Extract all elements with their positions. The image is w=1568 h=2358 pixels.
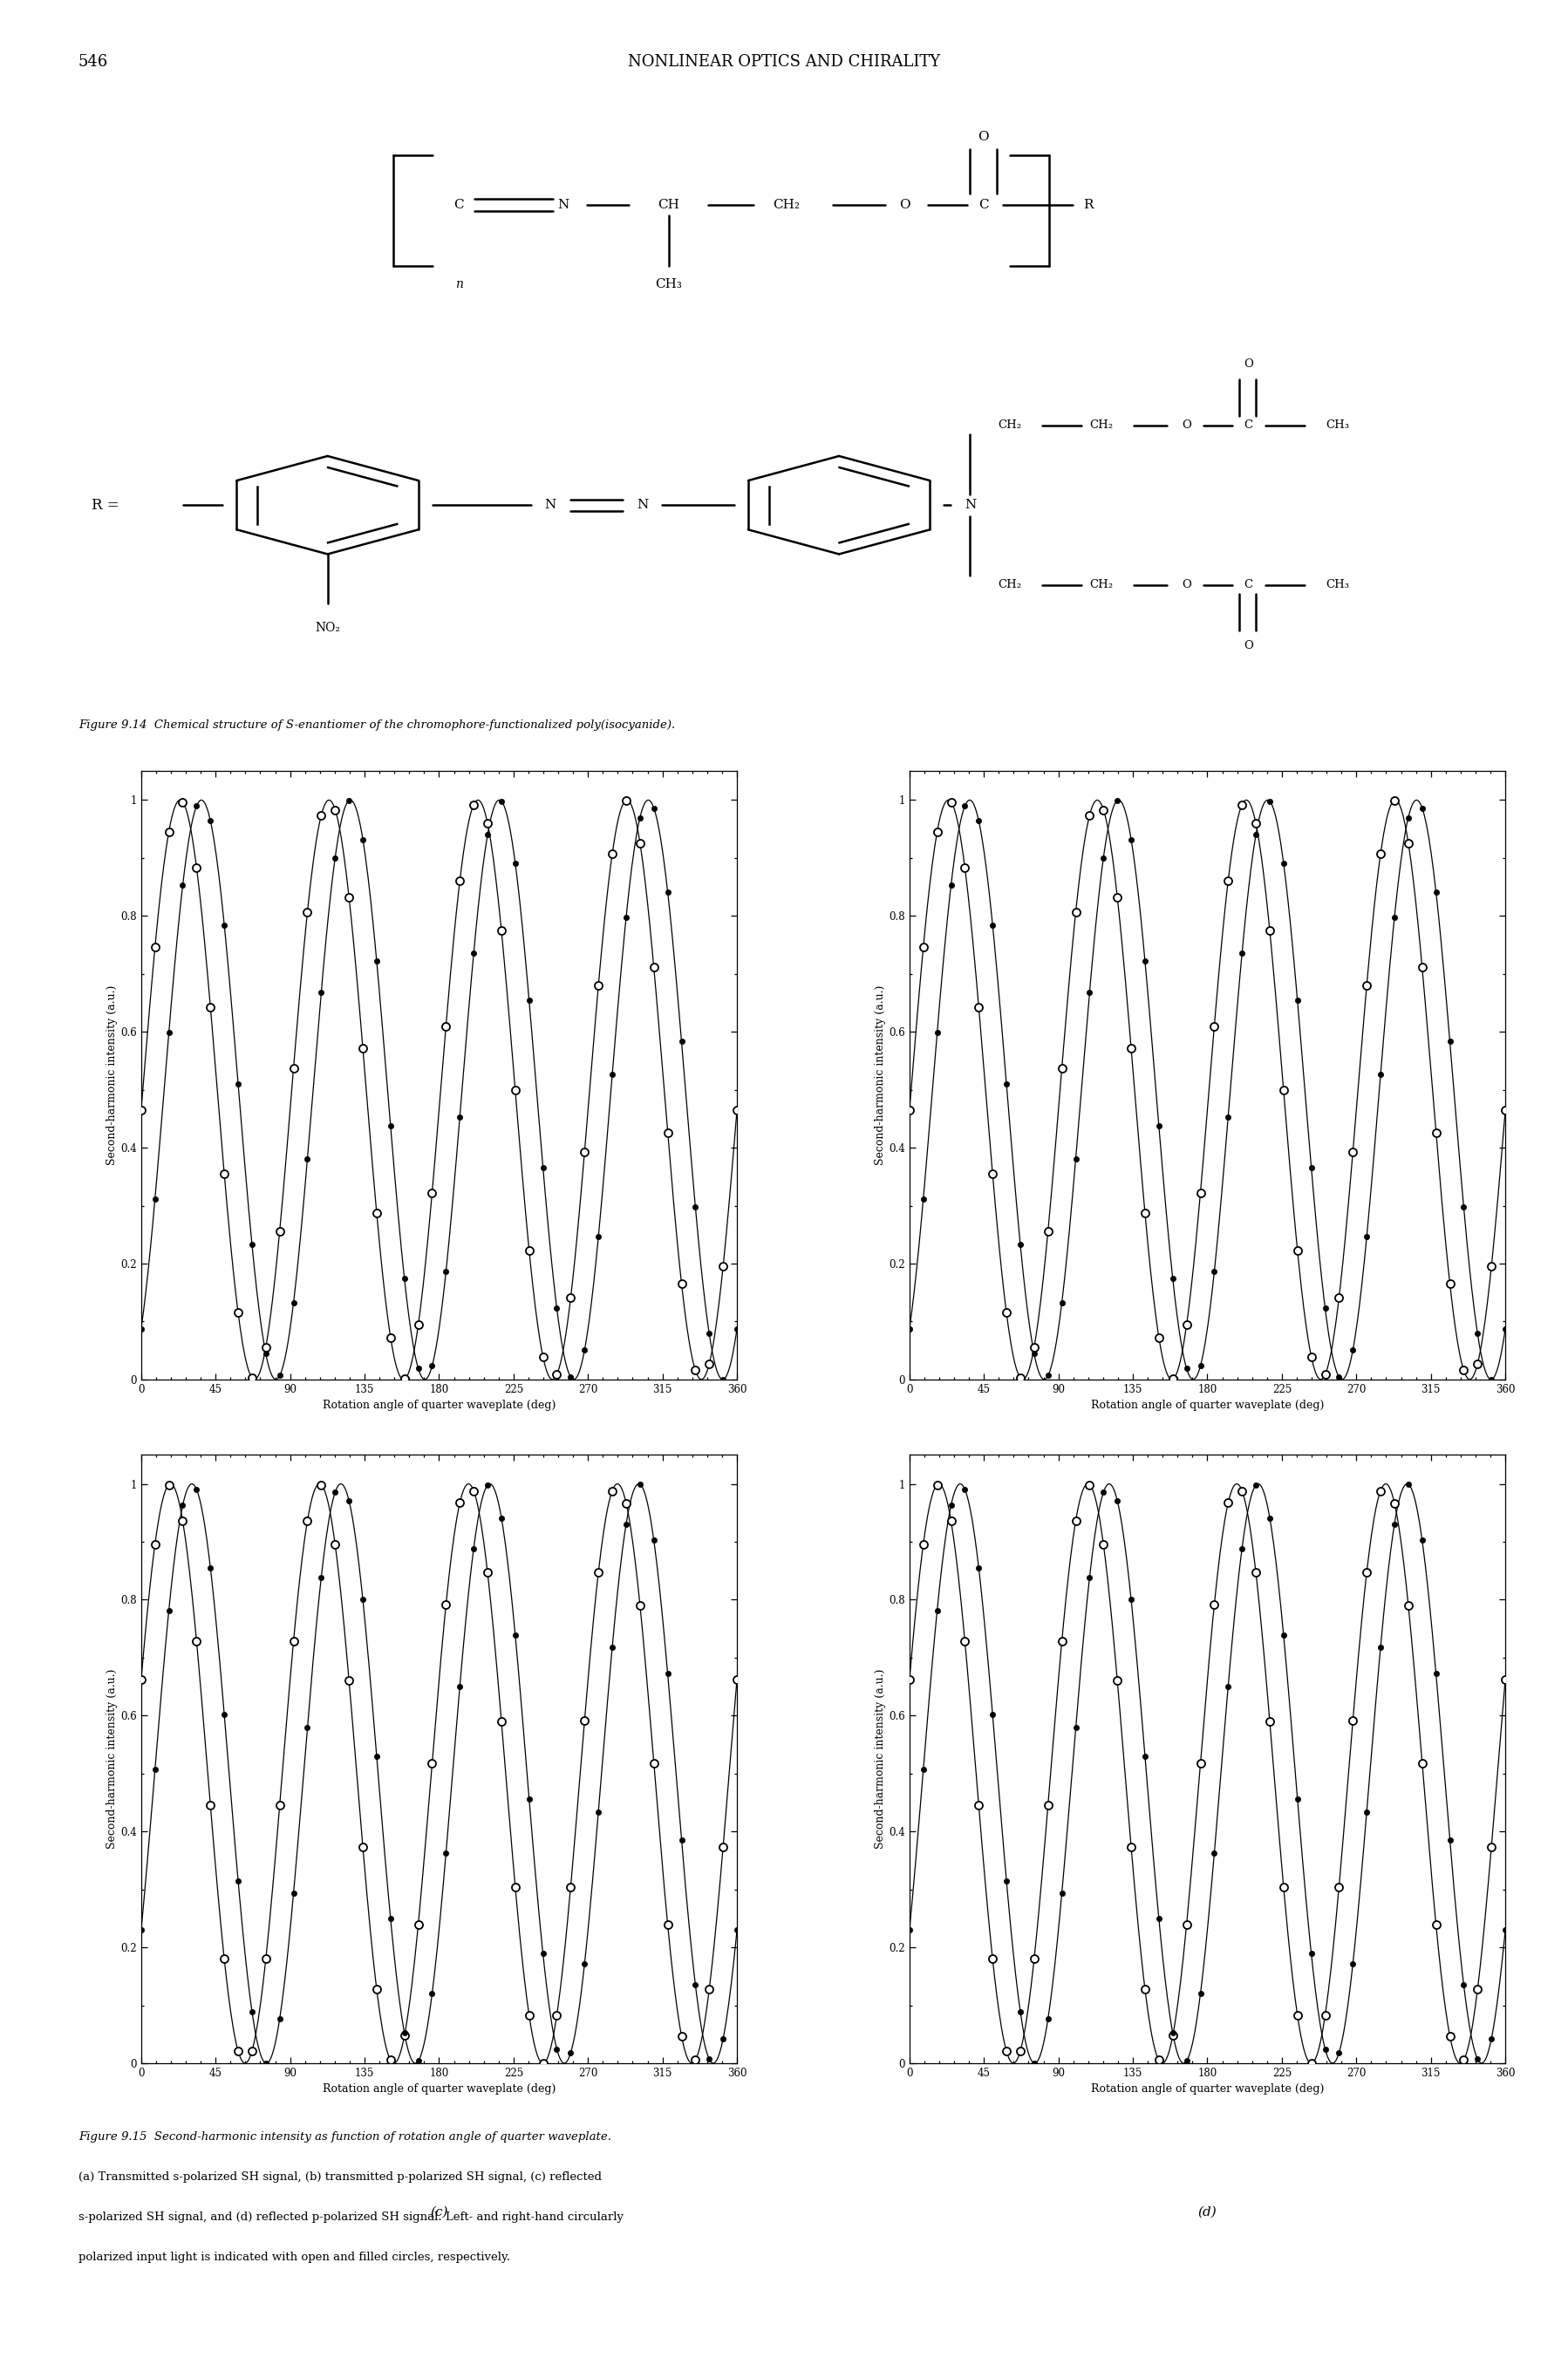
Text: CH₂: CH₂ [1090, 580, 1113, 590]
Text: NO₂: NO₂ [315, 623, 340, 634]
Text: CH₃: CH₃ [1325, 420, 1348, 432]
X-axis label: Rotation angle of quarter waveplate (deg): Rotation angle of quarter waveplate (deg… [323, 2084, 555, 2094]
Text: (c): (c) [430, 2205, 448, 2219]
Text: 546: 546 [78, 54, 108, 71]
Text: C: C [978, 198, 988, 210]
Text: CH₃: CH₃ [1325, 580, 1348, 590]
Text: N: N [637, 500, 648, 512]
Text: O: O [898, 198, 909, 210]
Text: O: O [1243, 358, 1253, 370]
Text: C: C [1243, 420, 1253, 432]
Y-axis label: Second-harmonic intensity (a.u.): Second-harmonic intensity (a.u.) [875, 1669, 886, 1849]
X-axis label: Rotation angle of quarter waveplate (deg): Rotation angle of quarter waveplate (deg… [1091, 2084, 1323, 2094]
Text: N: N [544, 500, 557, 512]
Text: s-polarized SH signal, and (d) reflected p-polarized SH signal. Left- and right-: s-polarized SH signal, and (d) reflected… [78, 2212, 624, 2224]
Text: NONLINEAR OPTICS AND CHIRALITY: NONLINEAR OPTICS AND CHIRALITY [627, 54, 941, 71]
Text: CH: CH [657, 198, 679, 210]
Text: (d): (d) [1198, 2205, 1217, 2219]
Text: N: N [558, 198, 569, 210]
Text: Figure 9.14  Chemical structure of S-enantiomer of the chromophore-functionalize: Figure 9.14 Chemical structure of S-enan… [78, 719, 676, 731]
Text: (a): (a) [430, 1521, 448, 1535]
Text: Figure 9.15  Second-harmonic intensity as function of rotation angle of quarter : Figure 9.15 Second-harmonic intensity as… [78, 2132, 612, 2143]
Text: R: R [1083, 198, 1093, 210]
Text: CH₃: CH₃ [655, 278, 682, 290]
Text: n: n [455, 278, 463, 290]
Text: N: N [964, 500, 975, 512]
Text: (b): (b) [1198, 1521, 1217, 1535]
Text: CH₂: CH₂ [1090, 420, 1113, 432]
Text: CH₂: CH₂ [997, 580, 1021, 590]
Text: R =: R = [91, 498, 119, 512]
Text: C: C [453, 198, 464, 210]
X-axis label: Rotation angle of quarter waveplate (deg): Rotation angle of quarter waveplate (deg… [1091, 1401, 1323, 1410]
Text: polarized input light is indicated with open and filled circles, respectively.: polarized input light is indicated with … [78, 2252, 510, 2264]
Text: O: O [1182, 420, 1192, 432]
Text: O: O [1243, 641, 1253, 651]
Text: (a) Transmitted s-polarized SH signal, (b) transmitted p-polarized SH signal, (c: (a) Transmitted s-polarized SH signal, (… [78, 2172, 602, 2184]
Text: O: O [1182, 580, 1192, 590]
Y-axis label: Second-harmonic intensity (a.u.): Second-harmonic intensity (a.u.) [107, 1669, 118, 1849]
Text: CH₂: CH₂ [997, 420, 1021, 432]
X-axis label: Rotation angle of quarter waveplate (deg): Rotation angle of quarter waveplate (deg… [323, 1401, 555, 1410]
Text: CH₂: CH₂ [773, 198, 800, 210]
Y-axis label: Second-harmonic intensity (a.u.): Second-harmonic intensity (a.u.) [107, 986, 118, 1165]
Y-axis label: Second-harmonic intensity (a.u.): Second-harmonic intensity (a.u.) [875, 986, 886, 1165]
Text: C: C [1243, 580, 1253, 590]
Text: O: O [978, 132, 989, 144]
